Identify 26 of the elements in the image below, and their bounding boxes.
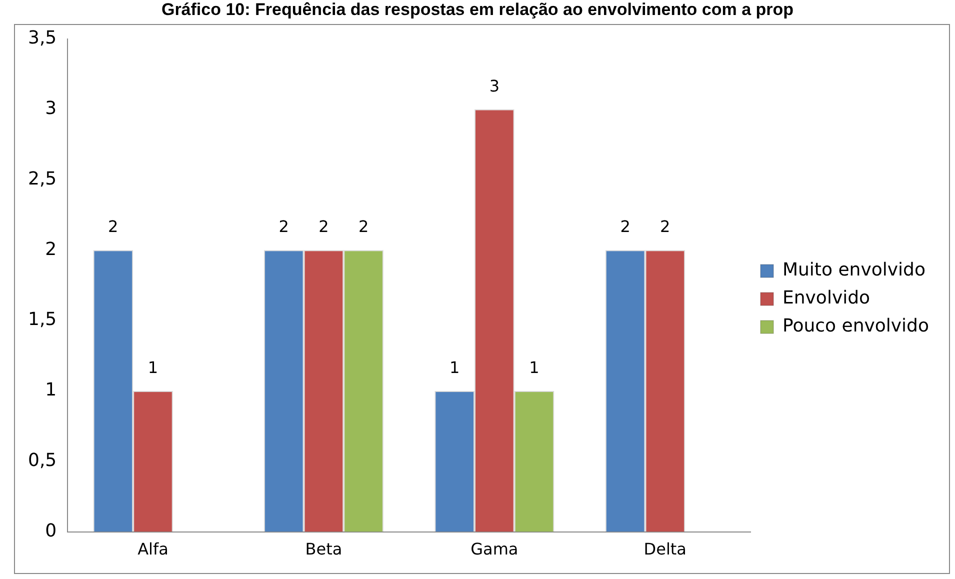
data-label: 2	[620, 217, 630, 236]
chart-title: Gráfico 10: Frequência das respostas em relação ao envolvimento com a prop	[160, 0, 795, 20]
y-tick-label: 2	[45, 238, 57, 260]
y-tick-label: 3	[45, 98, 57, 119]
y-tick-label: 1,5	[28, 309, 57, 330]
x-tick-label: Delta	[644, 540, 686, 559]
data-label: 2	[108, 217, 118, 236]
x-tick-label: Alfa	[138, 540, 168, 559]
legend-label: Pouco envolvido	[782, 316, 930, 337]
data-label: 2	[278, 217, 289, 236]
data-label: 2	[318, 217, 329, 236]
y-tick-label: 1	[45, 380, 57, 401]
data-label: 2	[358, 217, 369, 236]
y-tick-label: 0,5	[28, 450, 57, 472]
data-label: 1	[529, 358, 540, 378]
legend-label: Envolvido	[782, 288, 870, 309]
x-tick-label: Beta	[305, 540, 342, 559]
x-tick-label: Gama	[470, 540, 518, 559]
y-tick-label: 2,5	[28, 168, 57, 190]
data-label: 1	[148, 358, 158, 378]
y-tick-label: 3,5	[28, 27, 57, 48]
data-label: 2	[660, 217, 670, 236]
legend-label: Muito envolvido	[782, 260, 926, 281]
data-label: 1	[449, 358, 460, 378]
y-tick-label: 0	[45, 520, 57, 542]
data-label: 3	[489, 76, 500, 96]
